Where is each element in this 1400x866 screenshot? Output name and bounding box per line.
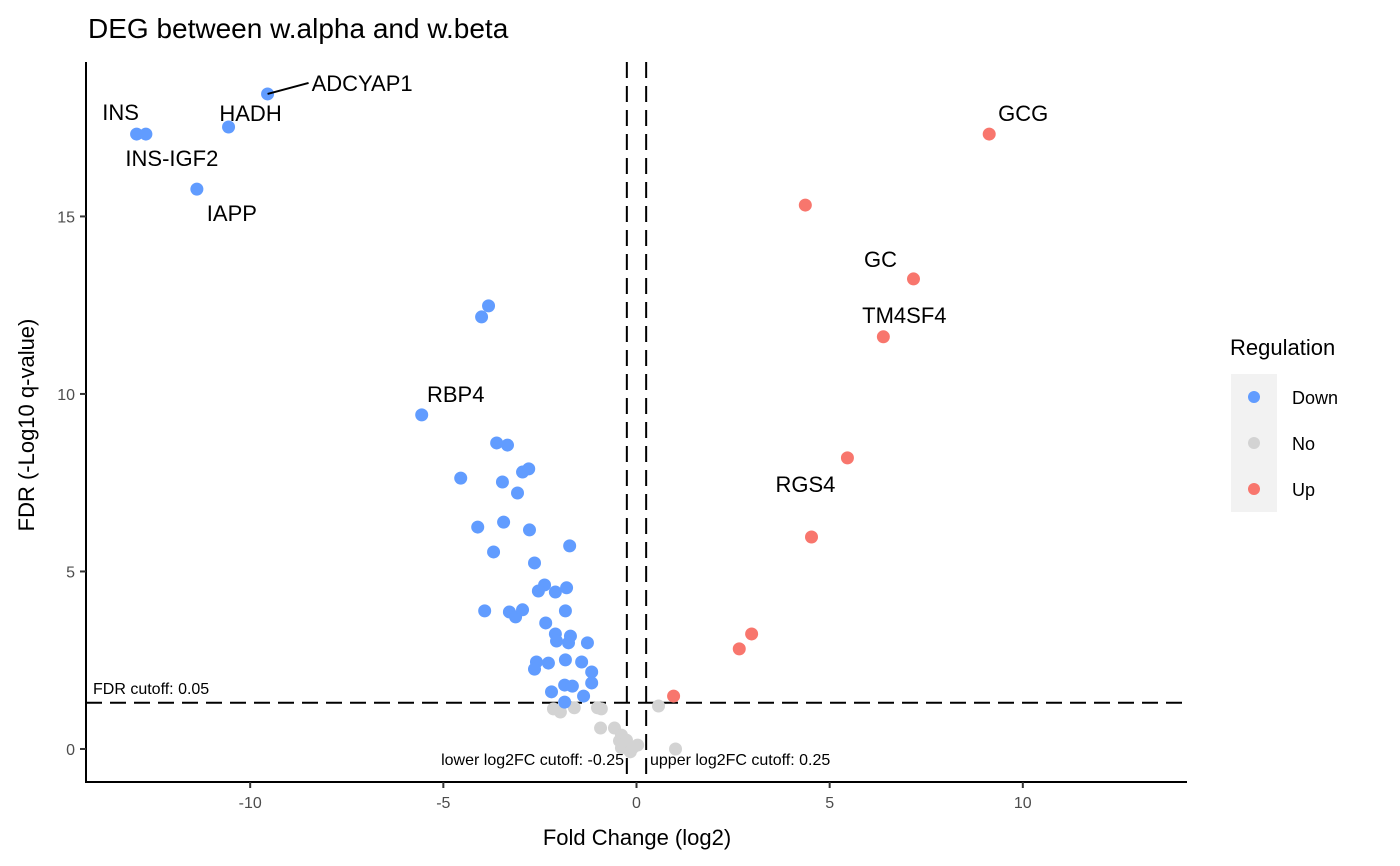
y-tick-label: 10	[57, 387, 75, 404]
data-point-down	[478, 604, 492, 618]
data-point-down	[490, 436, 504, 450]
data-point-no	[567, 701, 581, 715]
legend-key-up	[1248, 483, 1260, 495]
data-point-down	[522, 462, 536, 476]
y-axis-title: FDR (-Log10 q-value)	[14, 319, 39, 532]
chart-title: DEG between w.alpha and w.beta	[88, 13, 509, 44]
data-point-down	[580, 636, 594, 650]
plot-panel: ADCYAP1 HADH INS INS-IGF2 IAPP RBP4 GCG GC TM4SF…	[57, 62, 1187, 812]
x-tick-label: -10	[239, 795, 262, 812]
gene-label: RGS4	[775, 472, 835, 497]
data-point-up	[876, 330, 890, 344]
data-point-down	[585, 676, 599, 690]
data-point-down	[528, 556, 542, 570]
data-point-down	[585, 665, 599, 679]
data-point-down	[130, 127, 144, 141]
data-point-down	[565, 679, 579, 693]
data-point-up	[798, 198, 812, 212]
data-point-up	[982, 127, 996, 141]
gene-label: GC	[864, 247, 897, 272]
y-axis-ticks: 0 5 10 15	[57, 209, 86, 759]
data-point-down	[471, 520, 485, 534]
data-point-down	[415, 408, 429, 422]
x-tick-label: 0	[632, 795, 641, 812]
data-point-no	[594, 721, 608, 735]
lower-log2fc-cutoff-label: lower log2FC cutoff: -0.25	[441, 752, 624, 769]
data-point-down	[522, 523, 536, 537]
data-point-down	[487, 545, 501, 559]
y-tick-label: 0	[66, 742, 75, 759]
data-point-up	[667, 689, 681, 703]
x-tick-label: 5	[825, 795, 834, 812]
data-point-up	[745, 627, 759, 641]
data-point-down	[475, 310, 489, 324]
data-point-no	[553, 705, 567, 719]
gene-label: INS	[102, 100, 139, 125]
data-point-down	[500, 438, 514, 452]
data-point-down	[545, 685, 559, 699]
data-point-down	[482, 299, 496, 313]
label-connector-line	[267, 81, 309, 95]
data-point-up	[840, 451, 854, 465]
data-point-no	[669, 742, 683, 756]
gene-label: HADH	[219, 101, 281, 126]
x-tick-label: 10	[1014, 795, 1032, 812]
data-point-down	[495, 475, 509, 489]
gene-label: INS-IGF2	[125, 146, 218, 171]
data-point-down	[539, 616, 553, 630]
gene-labels: ADCYAP1 HADH INS INS-IGF2 IAPP RBP4 GCG GC TM4SF…	[102, 71, 1048, 497]
data-point-down	[548, 585, 562, 599]
upper-log2fc-cutoff-label: upper log2FC cutoff: 0.25	[650, 752, 830, 769]
data-points	[130, 87, 996, 759]
data-point-no	[623, 745, 637, 759]
gene-label: GCG	[998, 101, 1048, 126]
legend-title: Regulation	[1230, 335, 1335, 360]
data-point-down	[558, 653, 572, 667]
data-point-down	[190, 182, 204, 196]
cutoff-lines	[86, 62, 1187, 782]
data-point-down	[516, 603, 530, 617]
data-point-down	[558, 695, 572, 709]
data-point-down	[528, 662, 542, 676]
data-point-down	[511, 486, 525, 500]
data-point-down	[560, 581, 574, 595]
data-point-down	[541, 656, 555, 670]
data-point-up	[906, 272, 920, 286]
legend-key-no	[1248, 437, 1260, 449]
legend-label: Up	[1292, 480, 1315, 500]
data-point-down	[139, 127, 153, 141]
legend-key-down	[1248, 391, 1260, 403]
y-tick-label: 15	[57, 209, 75, 226]
y-tick-label: 5	[66, 564, 75, 581]
gene-label: ADCYAP1	[312, 71, 413, 96]
data-point-down	[497, 515, 511, 529]
data-point-down	[577, 689, 591, 703]
data-point-down	[563, 539, 577, 553]
x-axis-ticks: -10 -5 0 5 10	[239, 782, 1032, 812]
x-axis-title: Fold Change (log2)	[543, 825, 731, 850]
x-tick-label: -5	[436, 795, 450, 812]
gene-label: RBP4	[427, 382, 484, 407]
data-point-no	[594, 702, 608, 716]
data-point-down	[562, 636, 576, 650]
gene-label: TM4SF4	[862, 303, 946, 328]
data-point-down	[558, 604, 572, 618]
legend-label: No	[1292, 434, 1315, 454]
data-point-down	[531, 584, 545, 598]
fdr-cutoff-label: FDR cutoff: 0.05	[93, 681, 209, 698]
data-point-up	[732, 642, 746, 656]
legend-label: Down	[1292, 388, 1338, 408]
data-point-down	[222, 120, 236, 134]
data-point-down	[454, 471, 468, 485]
data-point-up	[805, 530, 819, 544]
data-point-no	[652, 699, 666, 713]
gene-label: IAPP	[207, 201, 257, 226]
data-point-down	[550, 634, 564, 648]
legend: Regulation Down No Up	[1230, 335, 1338, 512]
data-point-down	[575, 655, 589, 669]
